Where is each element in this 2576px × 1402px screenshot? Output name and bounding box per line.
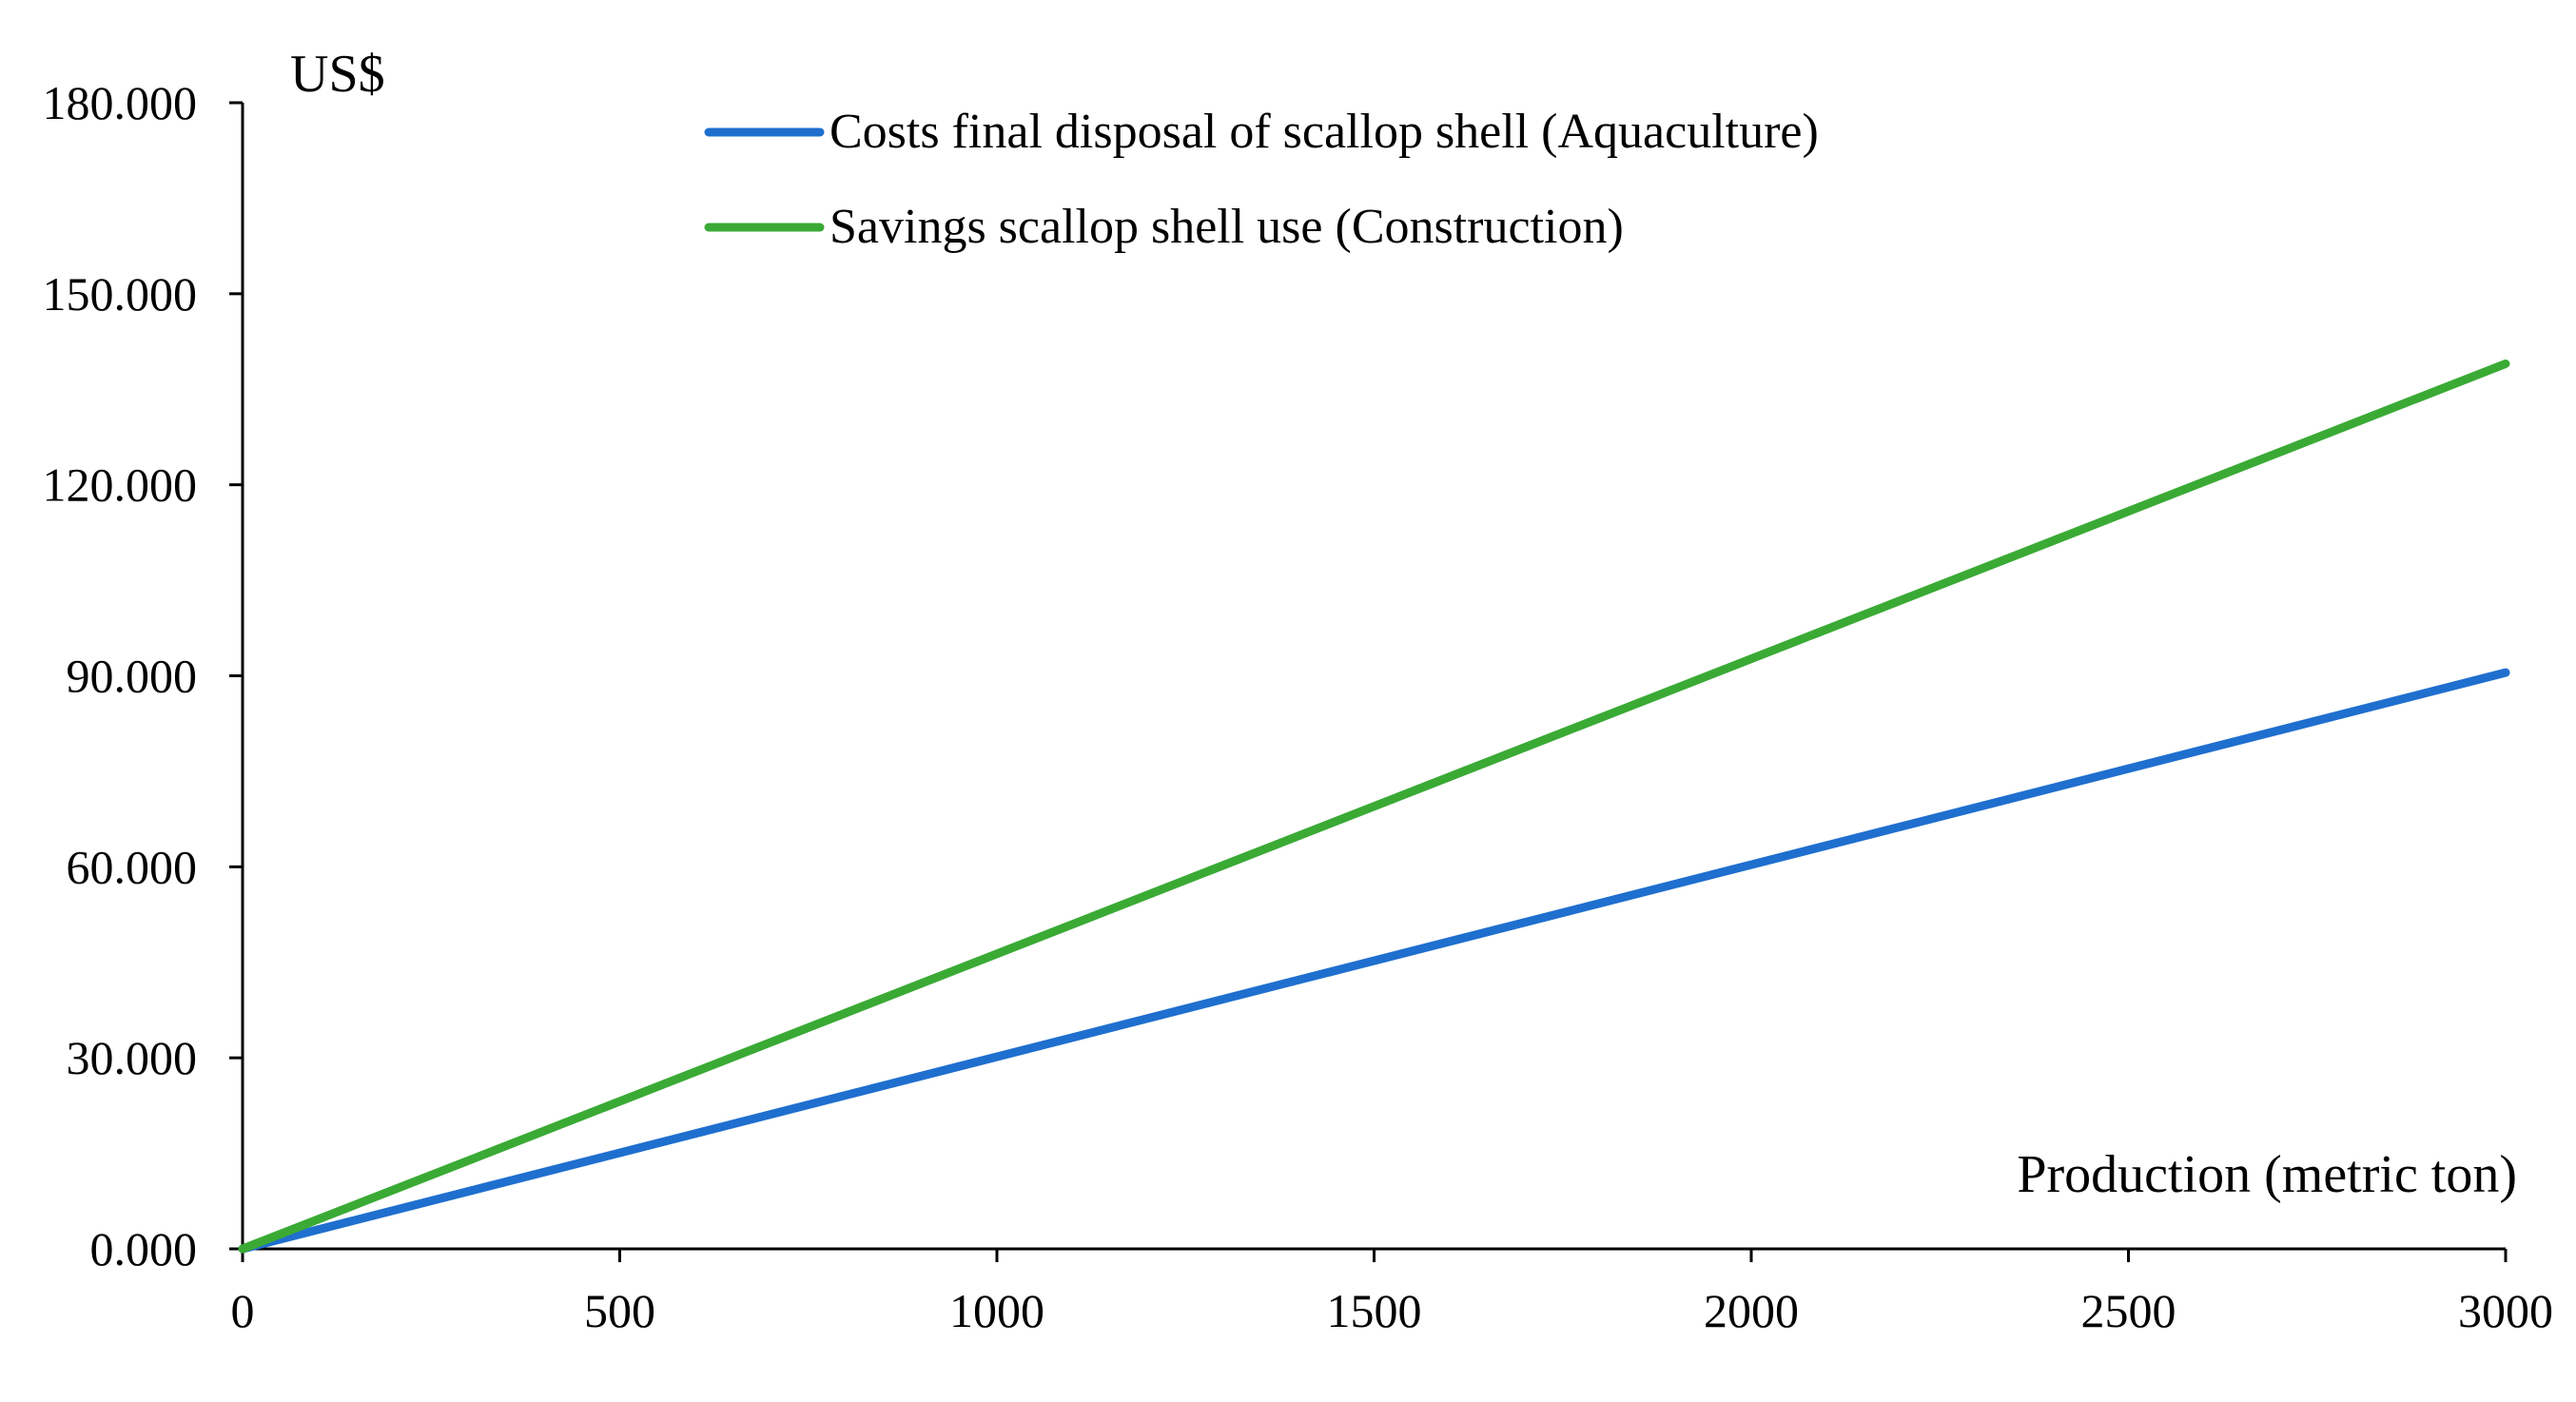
x-tick-label: 1500 [1327, 1284, 1422, 1337]
plot-area [241, 103, 2506, 1251]
x-axis-title: Production (metric ton) [2017, 1145, 2517, 1204]
y-tick-label: 150.000 [43, 267, 198, 321]
series-group [238, 359, 2510, 1254]
legend-item-costs: Costs final disposal of scallop shell (A… [704, 105, 1819, 159]
x-tick-label: 2000 [1704, 1284, 1799, 1337]
x-tick-label: 2500 [2081, 1284, 2176, 1337]
y-tick-label: 90.000 [67, 650, 198, 703]
legend-label-costs: Costs final disposal of scallop shell (A… [829, 105, 1819, 159]
x-ticks: 0 500 1000 1500 2000 2500 3000 [231, 1249, 2553, 1337]
x-tick-label: 3000 [2458, 1284, 2553, 1337]
series-line-savings [238, 359, 2510, 1254]
y-axis-title: US$ [290, 45, 385, 104]
y-tick-label: 60.000 [67, 840, 198, 893]
legend-item-savings: Savings scallop shell use (Construction) [704, 200, 1624, 254]
legend: Costs final disposal of scallop shell (A… [704, 105, 1819, 254]
x-tick-label: 500 [584, 1284, 655, 1337]
y-tick-label: 120.000 [43, 458, 198, 512]
series-line-costs [238, 668, 2510, 1254]
y-tick-label: 180.000 [43, 76, 198, 129]
x-tick-label: 1000 [949, 1284, 1044, 1337]
x-tick-label: 0 [231, 1284, 255, 1337]
legend-label-savings: Savings scallop shell use (Construction) [829, 200, 1624, 254]
y-tick-label: 30.000 [67, 1031, 198, 1084]
y-tick-label: 0.000 [90, 1222, 198, 1275]
y-ticks: 0.000 30.000 60.000 90.000 120.000 150.000 180… [43, 76, 243, 1275]
